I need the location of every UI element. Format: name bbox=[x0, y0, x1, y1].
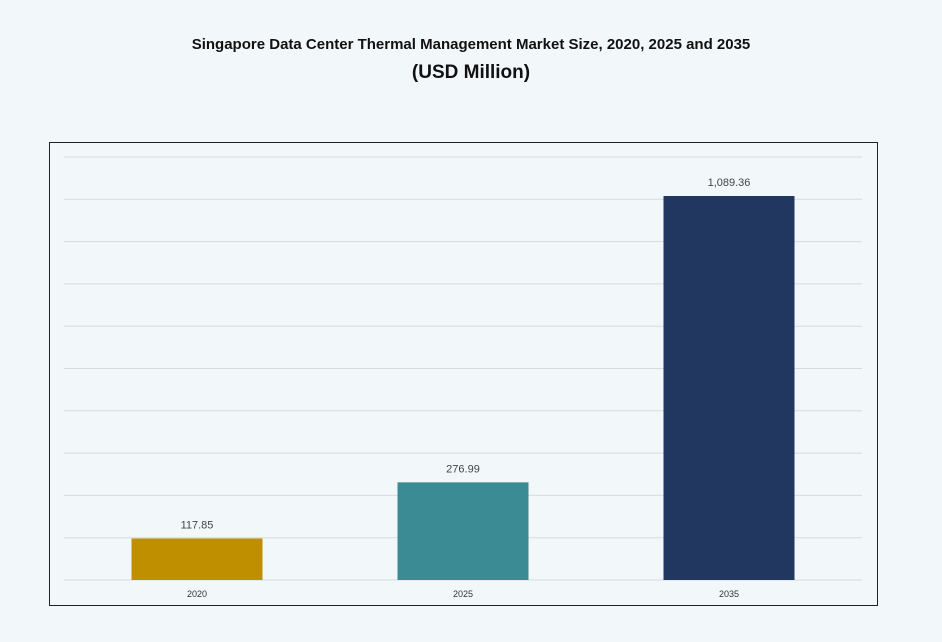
x-tick-label-2025: 2025 bbox=[453, 589, 473, 599]
data-label-2020: 117.85 bbox=[181, 519, 214, 531]
chart-subtitle: (USD Million) bbox=[411, 62, 531, 83]
data-label-2035: 1,089.36 bbox=[708, 177, 751, 189]
plot-area bbox=[49, 142, 878, 606]
bar-2025 bbox=[397, 482, 529, 580]
chart-title: Singapore Data Center Thermal Management… bbox=[191, 36, 751, 53]
data-label-2025: 276.99 bbox=[446, 463, 480, 475]
bar-2020 bbox=[131, 538, 263, 580]
x-tick-label-2035: 2035 bbox=[719, 589, 739, 599]
bar-2035 bbox=[663, 196, 795, 580]
x-tick-label-2020: 2020 bbox=[187, 589, 207, 599]
